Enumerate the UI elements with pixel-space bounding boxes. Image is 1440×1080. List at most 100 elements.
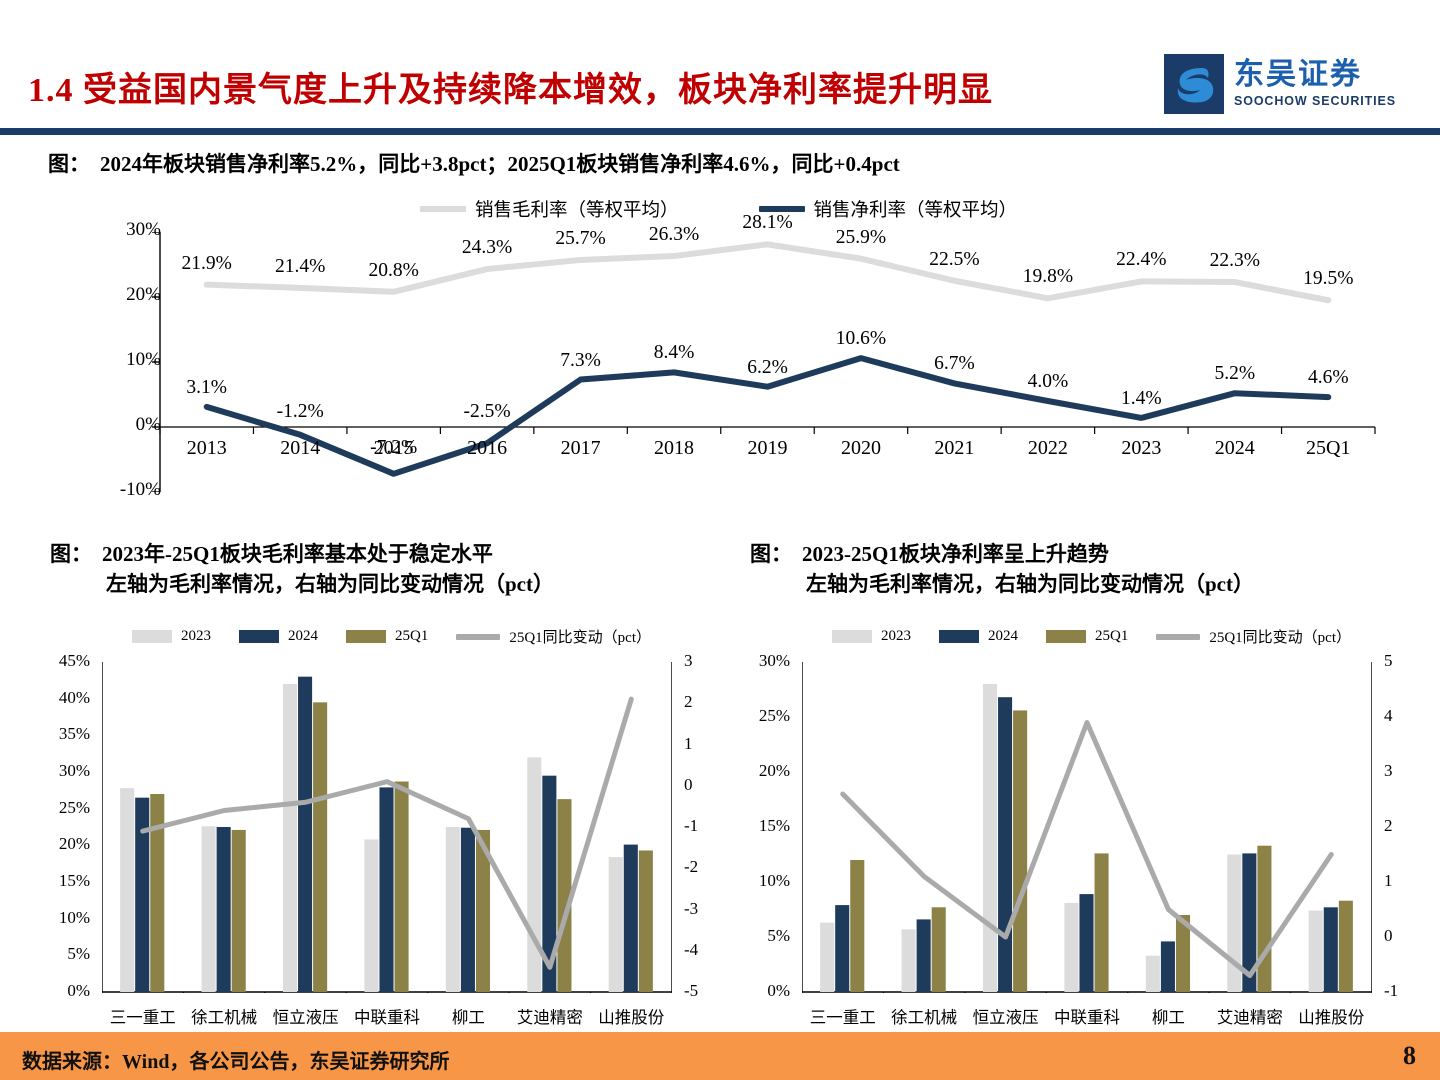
top-title-text: 2024年板块销售净利率5.2%，同比+3.8pct；2025Q1板块销售净利率… <box>100 152 900 176</box>
category-label: 柳工 <box>451 1008 485 1027</box>
top-x-tick-label: 2017 <box>560 437 601 459</box>
bar <box>313 702 328 992</box>
bar <box>1227 854 1242 992</box>
top-chart-plot <box>100 232 1385 492</box>
top-x-tick-label: 2021 <box>934 437 975 459</box>
legend-swatch-icon <box>832 630 872 643</box>
left-y-tick-label: 35% <box>58 724 90 744</box>
left-y-tick-label: 25% <box>58 797 90 817</box>
right-y-tick-label: 4 <box>1384 706 1393 725</box>
left-y-tick-label: 0% <box>767 981 790 1000</box>
bottom-left-legend: 2023 2024 25Q1 25Q1同比变动（pct） <box>132 626 651 647</box>
header-divider <box>0 128 1440 135</box>
category-label: 三一重工 <box>109 1008 176 1027</box>
top-data-label: 24.3% <box>461 237 513 259</box>
company-logo: 东吴证券 SOOCHOW SECURITIES <box>1163 54 1396 114</box>
data-source-text: 数据来源：Wind，各公司公告，东吴证券研究所 <box>22 1051 450 1073</box>
bar <box>542 775 557 992</box>
right-y-tick-label: 1 <box>1384 871 1393 890</box>
legend-item-1: 销售净利率（等权平均） <box>758 196 1017 222</box>
top-line-svg <box>152 232 1376 492</box>
category-label: 徐工机械 <box>891 1008 958 1027</box>
br-title-line2: 左轴为毛利率情况，右轴为同比变动情况（pct） <box>806 571 1254 596</box>
bar <box>201 826 216 992</box>
left-y-tick-label: 25% <box>758 706 790 725</box>
left-y-tick-label: 0% <box>67 981 90 1000</box>
top-x-tick-label: 2018 <box>654 437 695 459</box>
bar <box>1064 902 1079 992</box>
category-label: 恒立液压 <box>972 1008 1039 1027</box>
top-data-label: 25.9% <box>835 226 887 248</box>
top-y-tick-label: 30% <box>126 219 161 240</box>
br-title-line1: 2023-25Q1板块净利率呈上升趋势 <box>802 542 1109 566</box>
yoy-change-line <box>140 696 634 970</box>
top-data-label: 22.5% <box>929 248 980 270</box>
category-label: 三一重工 <box>809 1008 876 1027</box>
bar <box>527 757 542 992</box>
legend-label: 25Q1同比变动（pct） <box>509 630 652 646</box>
legend-label: 25Q1 <box>395 628 429 644</box>
bar <box>364 839 379 992</box>
top-data-label: 25.7% <box>555 227 606 249</box>
bl-title-line1: 2023年-25Q1板块毛利率基本处于稳定水平 <box>102 542 493 566</box>
bar <box>1308 910 1323 992</box>
top-y-tick-label: 10% <box>126 349 161 370</box>
bl-fig-label: 图： <box>50 542 92 566</box>
top-y-tick-label: 0% <box>135 414 161 435</box>
top-data-label: 21.4% <box>275 255 326 277</box>
top-data-label: 6.7% <box>934 353 975 375</box>
bar <box>135 797 150 992</box>
legend-item-1: 2024 <box>239 628 318 645</box>
category-label: 柳工 <box>1151 1008 1185 1027</box>
page-title: 1.4 受益国内景气度上升及持续降本增效，板块净利率提升明显 <box>28 72 993 109</box>
bar <box>120 788 135 992</box>
left-y-tick-label: 20% <box>758 761 790 780</box>
top-chart-legend: 销售毛利率（等权平均） 销售净利率（等权平均） <box>420 196 1017 222</box>
logo-wordmark: 东吴证券 SOOCHOW SECURITIES <box>1234 60 1396 108</box>
top-x-tick-label: 2019 <box>747 437 788 459</box>
legend-label: 2023 <box>881 628 911 644</box>
bar <box>475 829 491 992</box>
left-y-tick-label: 10% <box>758 871 790 890</box>
bar <box>1257 845 1272 992</box>
top-x-tick-label: 2022 <box>1027 437 1068 459</box>
right-y-tick-label: 1 <box>684 733 693 753</box>
top-chart-panel: 图： 2024年板块销售净利率5.2%，同比+3.8pct；2025Q1板块销售净… <box>40 148 1400 518</box>
legend-swatch-icon <box>1046 630 1086 643</box>
bar <box>982 684 998 992</box>
bar <box>1338 900 1353 992</box>
category-label: 中联重科 <box>1054 1008 1120 1027</box>
right-y-tick-label: -5 <box>684 981 699 1000</box>
bar <box>931 907 946 992</box>
bar <box>998 697 1013 992</box>
top-data-label: 28.1% <box>742 212 793 234</box>
bar <box>835 905 850 992</box>
left-y-tick-label: 10% <box>58 907 90 927</box>
top-x-tick-label: 2023 <box>1121 437 1162 459</box>
legend-item-3: 25Q1同比变动（pct） <box>1156 626 1351 647</box>
combo-chart-svg <box>102 662 672 993</box>
left-y-tick-label: 30% <box>758 651 790 670</box>
bottom-left-title: 图： 2023年-25Q1板块毛利率基本处于稳定水平 左轴为毛利率情况，右轴为同比… <box>50 540 554 600</box>
top-chart-title: 图： 2024年板块销售净利率5.2%，同比+3.8pct；2025Q1板块销售净… <box>48 148 900 178</box>
bottom-right-plot <box>802 662 1372 993</box>
category-label: 艾迪精密 <box>1216 1008 1283 1027</box>
legend-item-3: 25Q1同比变动（pct） <box>456 626 651 647</box>
legend-swatch-icon <box>132 630 172 643</box>
legend-item-0: 2023 <box>132 628 211 645</box>
bar <box>608 857 623 992</box>
category-label: 中联重科 <box>354 1008 420 1027</box>
top-data-label: 4.6% <box>1307 367 1349 389</box>
left-y-tick-label: 15% <box>758 816 790 835</box>
legend-label: 25Q1 <box>1095 628 1129 644</box>
bar <box>231 829 246 992</box>
bottom-left-plot <box>102 662 672 993</box>
series-line <box>203 355 1332 477</box>
left-y-tick-label: 30% <box>58 761 90 780</box>
right-y-tick-label: 3 <box>1384 761 1393 780</box>
top-data-label: 3.1% <box>186 376 228 398</box>
top-data-label: 6.2% <box>747 356 788 378</box>
top-data-label: 20.8% <box>368 259 419 281</box>
bar <box>1094 853 1109 992</box>
category-label: 恒立液压 <box>272 1008 339 1027</box>
